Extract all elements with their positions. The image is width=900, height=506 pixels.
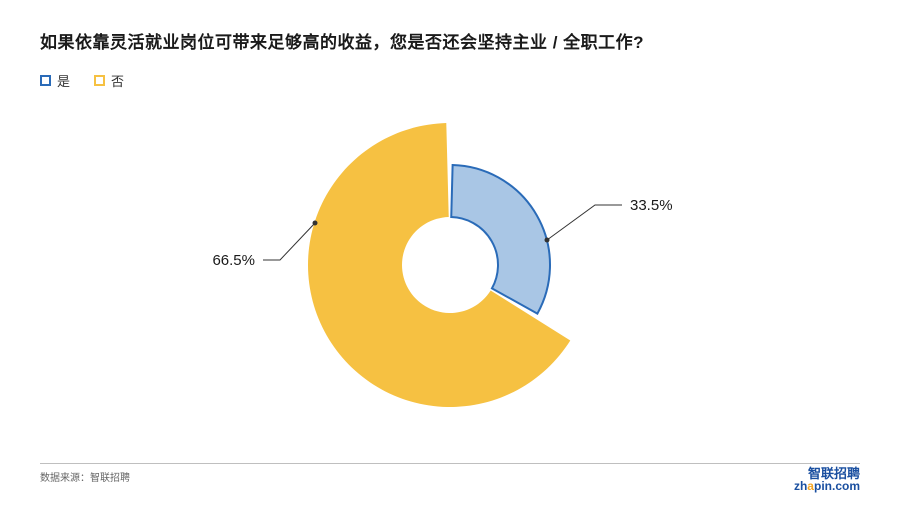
legend-swatch-yes <box>40 75 51 86</box>
source-text: 数据来源：智联招聘 <box>40 469 130 484</box>
chart-area: 33.5% 66.5% <box>40 100 860 430</box>
footer-divider <box>40 463 860 464</box>
donut-chart: 33.5% 66.5% <box>40 90 860 440</box>
legend: 是 否 <box>40 71 860 90</box>
value-label-no: 66.5% <box>212 252 255 269</box>
page-root: 如果依靠灵活就业岗位可带来足够高的收益，您是否还会坚持主业 / 全职工作? 是 … <box>0 0 900 506</box>
slice-yes <box>451 165 550 314</box>
leader-yes <box>547 205 622 240</box>
logo-en: zhapin.com <box>794 480 860 492</box>
legend-label-no: 否 <box>111 71 124 90</box>
leader-no <box>263 223 315 260</box>
zhaopin-logo: 智联招聘 zhapin.com <box>794 467 860 492</box>
chart-title: 如果依靠灵活就业岗位可带来足够高的收益，您是否还会坚持主业 / 全职工作? <box>40 28 860 53</box>
value-label-yes: 33.5% <box>630 197 673 214</box>
legend-label-yes: 是 <box>57 71 70 90</box>
legend-item-yes: 是 <box>40 71 70 90</box>
legend-item-no: 否 <box>94 71 124 90</box>
legend-swatch-no <box>94 75 105 86</box>
